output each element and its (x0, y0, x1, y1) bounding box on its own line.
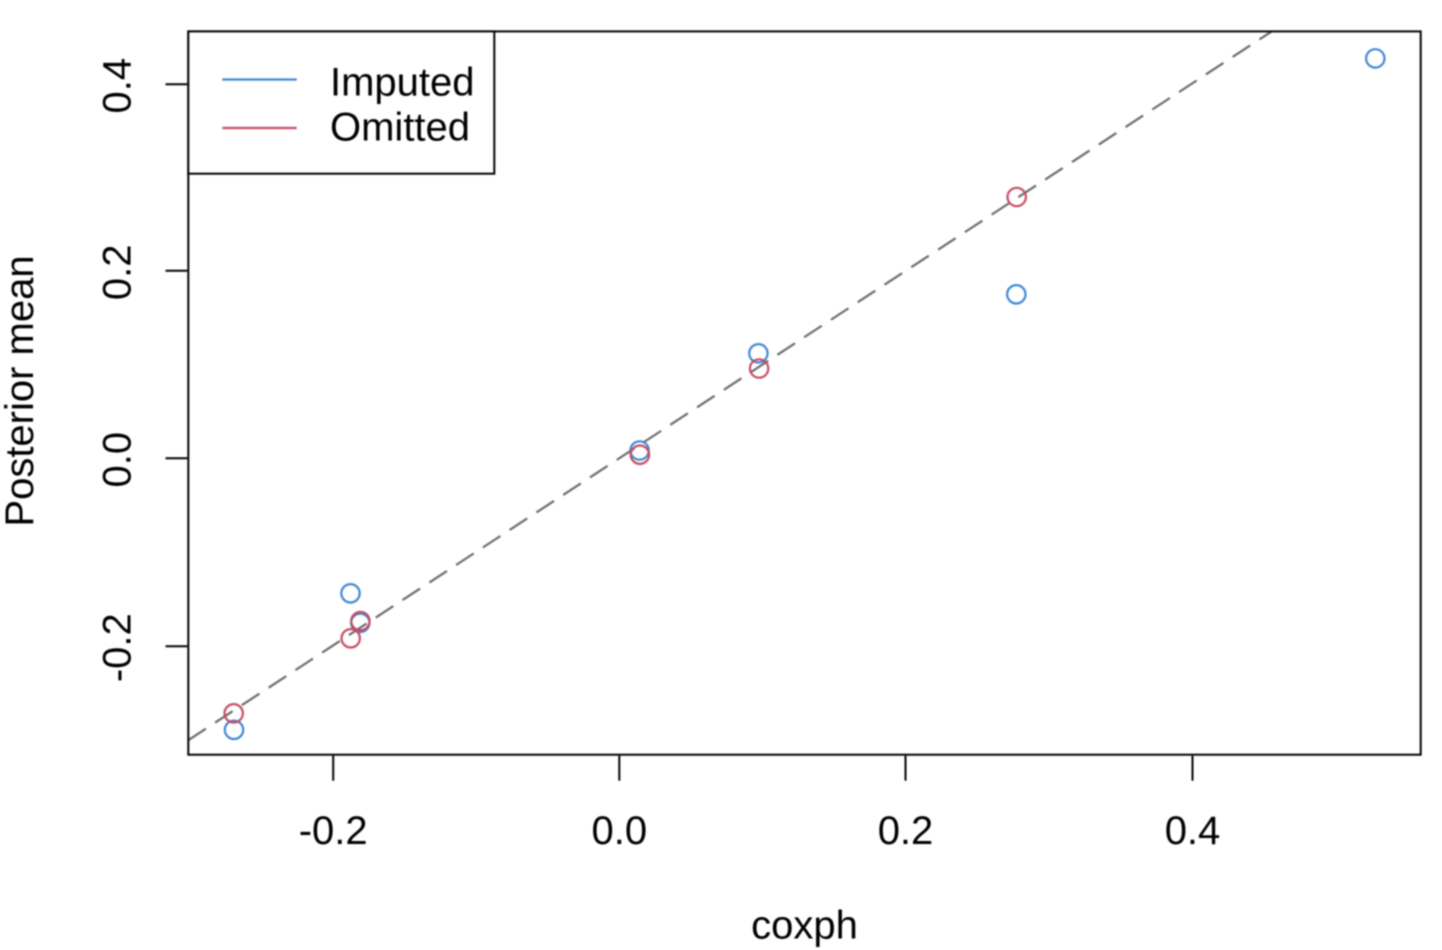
svg-text:coxph: coxph (751, 904, 858, 948)
svg-text:Omitted: Omitted (330, 105, 470, 149)
svg-text:0.2: 0.2 (878, 809, 934, 853)
svg-text:Posterior mean: Posterior mean (0, 255, 42, 526)
svg-text:-0.2: -0.2 (299, 809, 368, 853)
svg-text:Imputed: Imputed (330, 61, 475, 105)
svg-text:0.0: 0.0 (96, 432, 140, 488)
svg-text:-0.2: -0.2 (96, 613, 140, 682)
svg-text:0.4: 0.4 (96, 58, 140, 114)
svg-text:0.4: 0.4 (1165, 809, 1221, 853)
svg-text:0.0: 0.0 (591, 809, 647, 853)
svg-text:0.2: 0.2 (96, 244, 140, 300)
